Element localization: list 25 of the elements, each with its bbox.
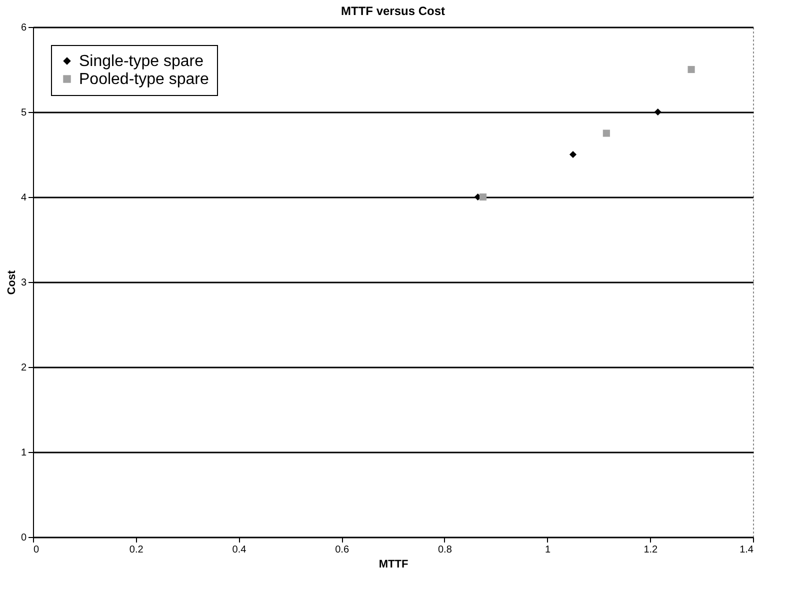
y-tick-label: 5 xyxy=(20,108,27,118)
y-tick-label: 2 xyxy=(20,362,27,374)
x-tick-label: 1.4 xyxy=(740,544,754,556)
x-axis-title: MTTF xyxy=(378,558,408,570)
y-tick-label: 4 xyxy=(20,192,27,204)
point xyxy=(569,150,577,158)
y-tick-label: 1 xyxy=(20,448,27,458)
legend-label: Single-type spare xyxy=(79,53,204,70)
point xyxy=(479,193,487,201)
x-tick-label: 0.2 xyxy=(129,544,144,556)
y-tick-label: 6 xyxy=(20,22,27,34)
point xyxy=(688,66,695,74)
x-tick-label: 0.4 xyxy=(232,544,247,556)
x-tick-label: 0.8 xyxy=(438,544,452,556)
y-tick-label: 0 xyxy=(20,532,27,544)
point xyxy=(654,108,662,116)
x-tick-label: 0.6 xyxy=(335,544,350,556)
legend-label: Pooled-type spare xyxy=(79,71,209,88)
x-tick-label: 0 xyxy=(34,544,40,556)
chart-title: MTTF versus Cost xyxy=(340,4,446,18)
x-tick-label: 1 xyxy=(545,544,552,556)
y-axis-title: Cost xyxy=(6,270,18,295)
point xyxy=(602,130,610,137)
y-tick-label: 3 xyxy=(20,278,27,288)
x-tick-label: 1.2 xyxy=(644,544,658,556)
